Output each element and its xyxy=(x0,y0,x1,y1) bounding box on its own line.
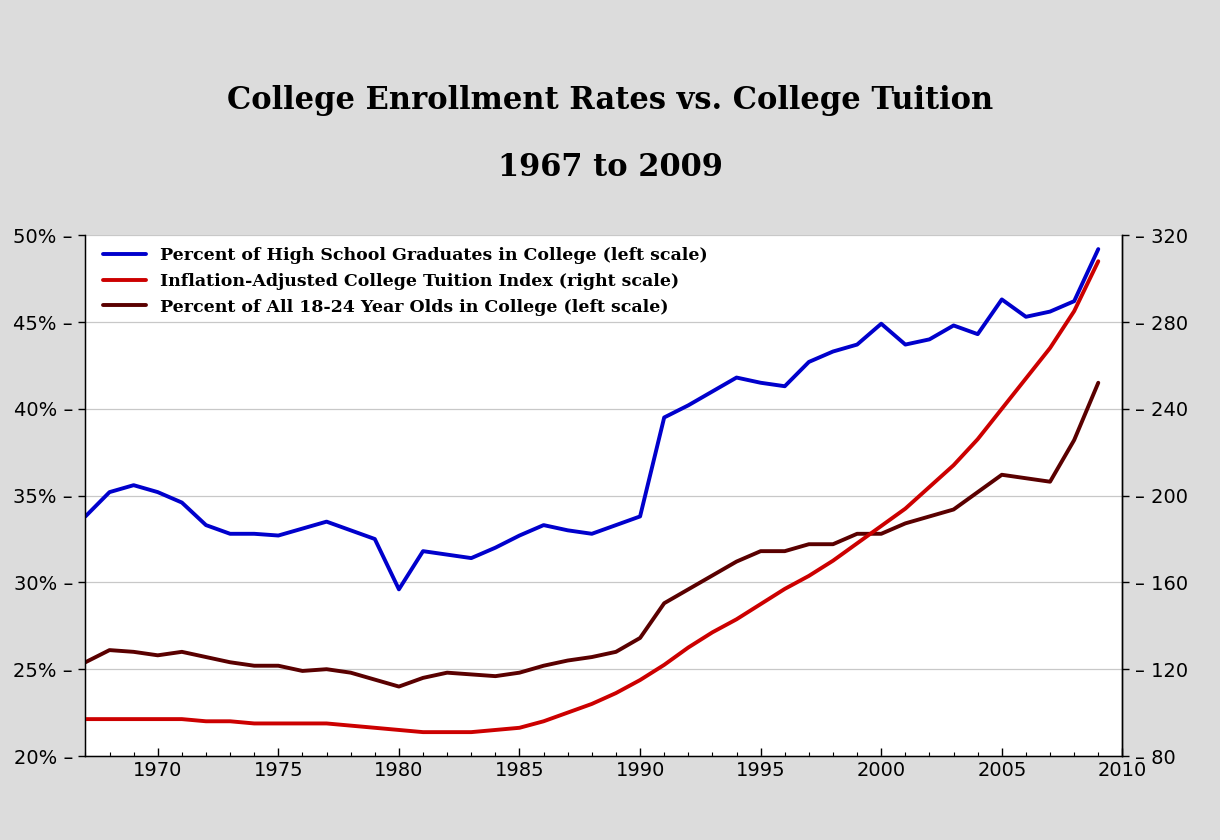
Legend: Percent of High School Graduates in College (left scale), Inflation-Adjusted Col: Percent of High School Graduates in Coll… xyxy=(96,240,715,323)
Text: 1967 to 2009: 1967 to 2009 xyxy=(498,153,722,183)
Text: College Enrollment Rates vs. College Tuition: College Enrollment Rates vs. College Tui… xyxy=(227,86,993,116)
